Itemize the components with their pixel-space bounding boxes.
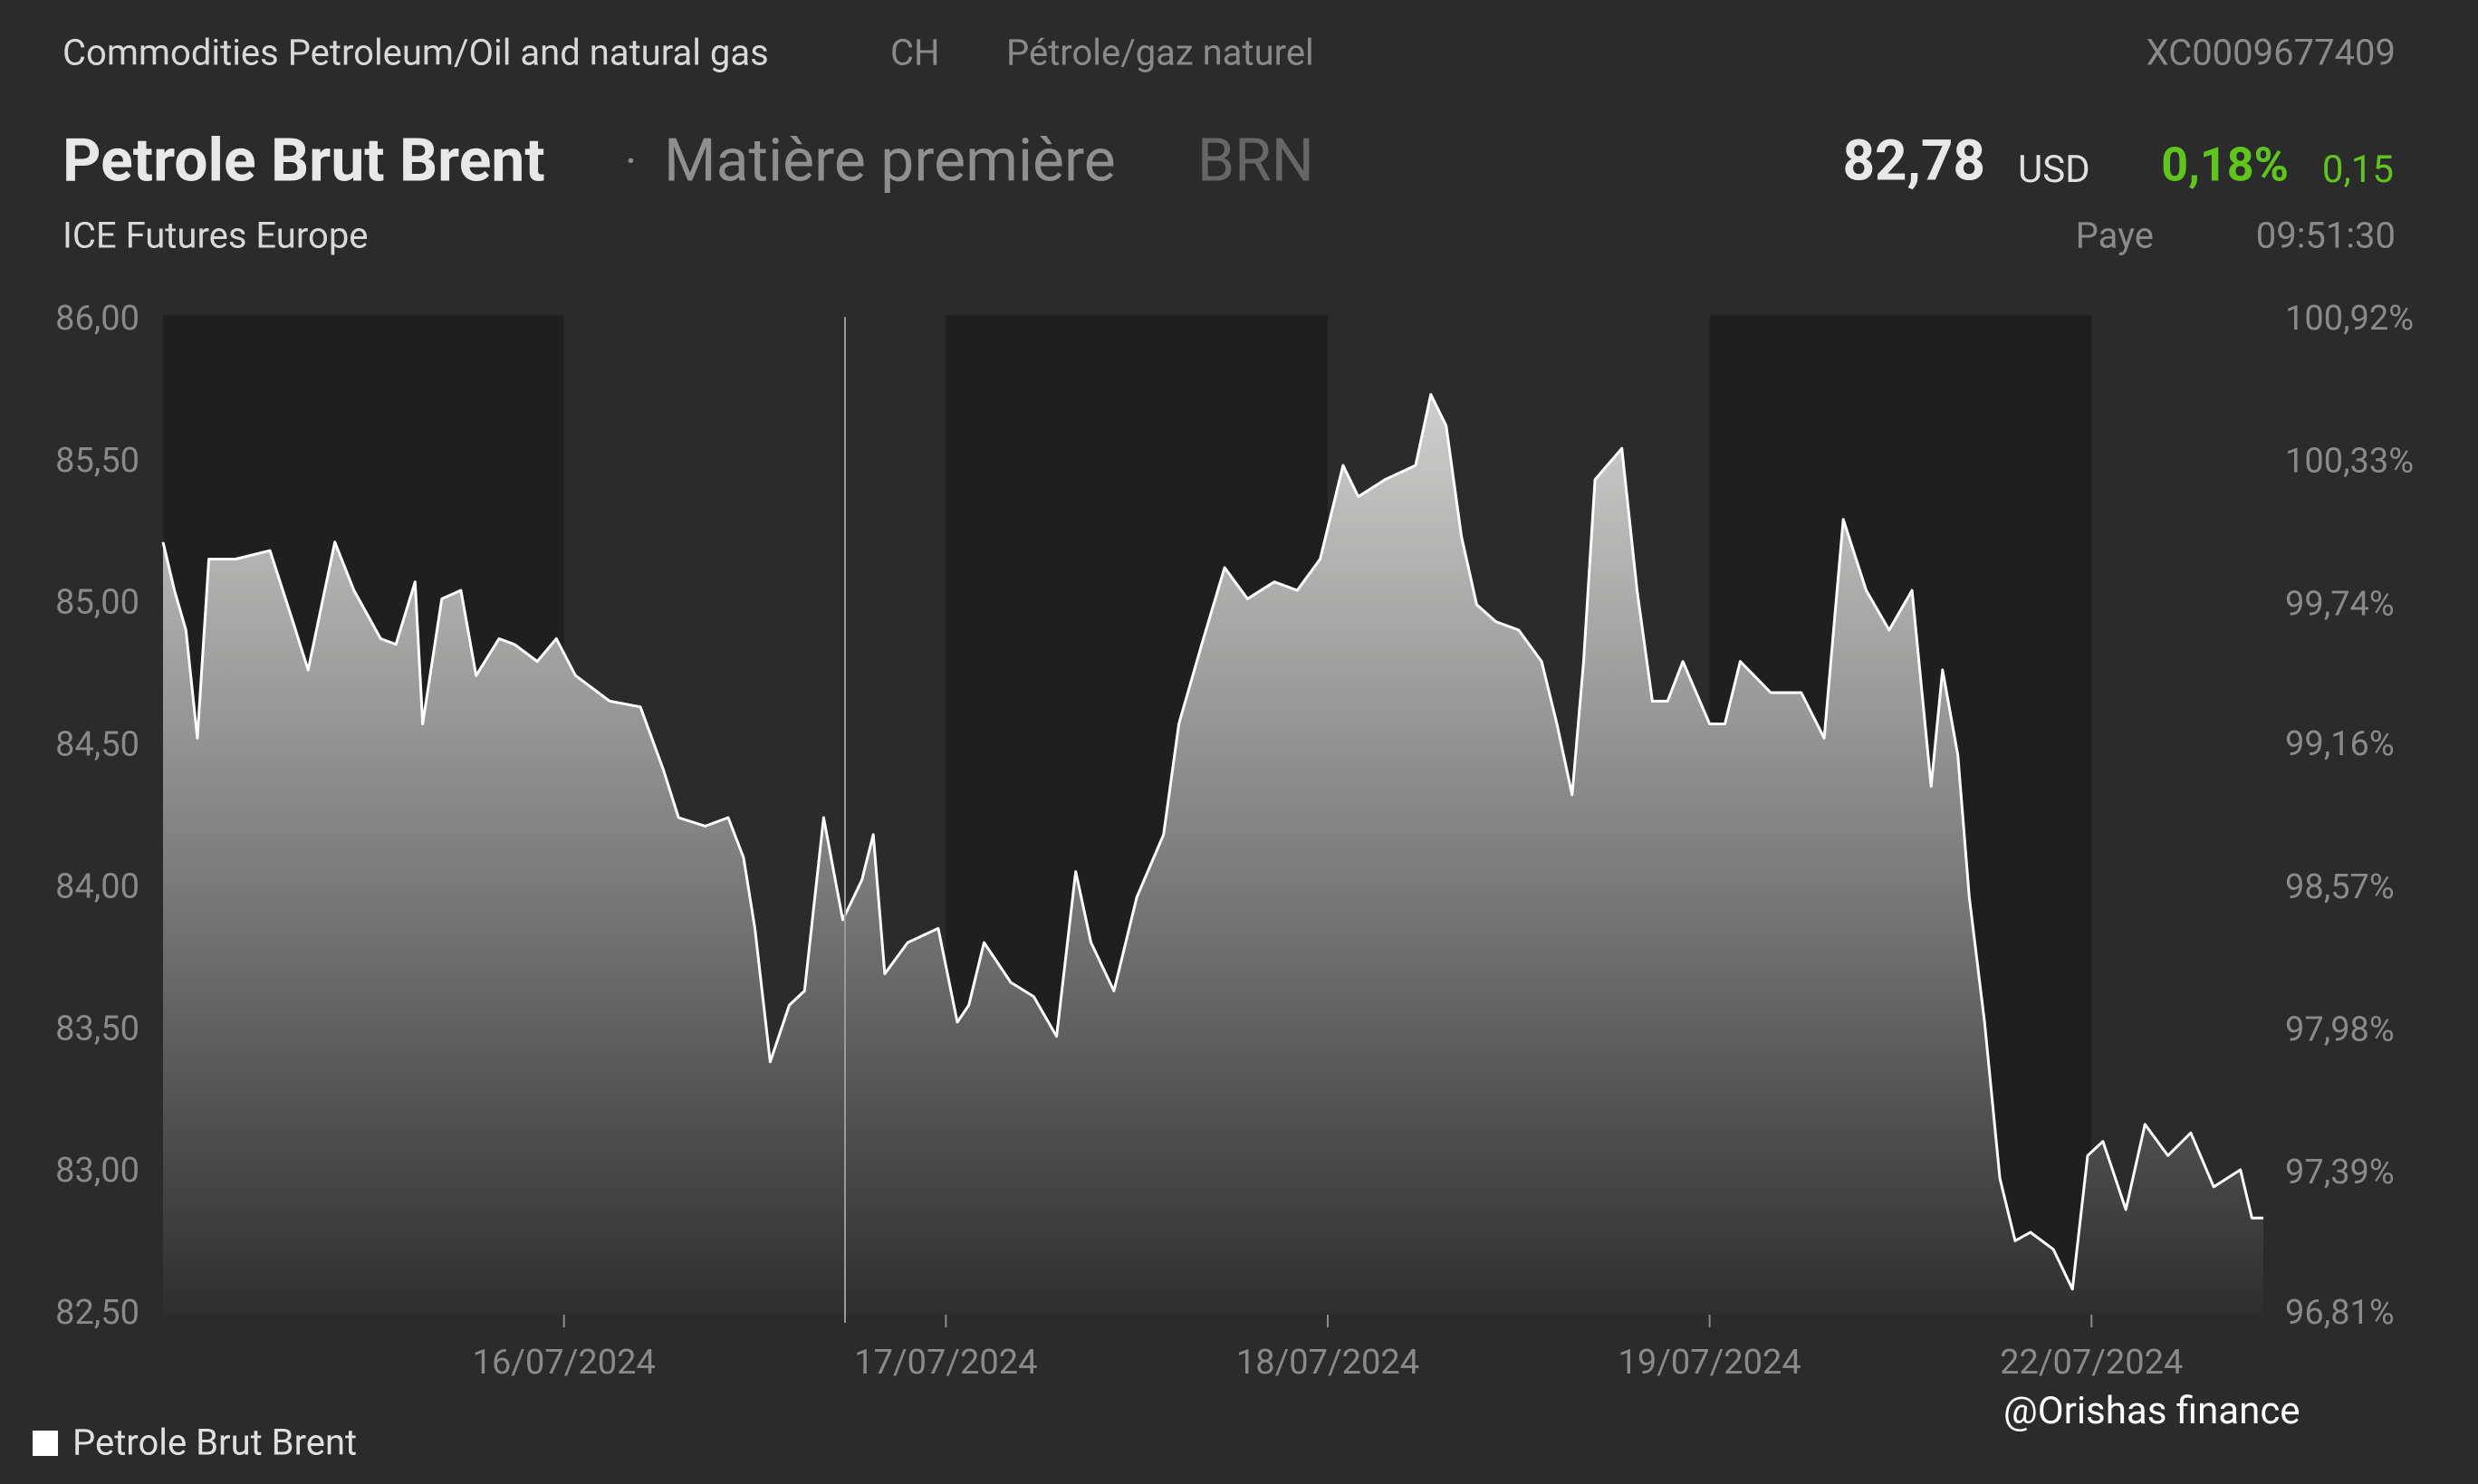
status: Paye xyxy=(2076,215,2154,257)
x-tick-label: 16/07/2024 xyxy=(473,1343,656,1383)
category: Commodities Petroleum/Oil and natural ga… xyxy=(62,32,769,74)
x-tick-label: 22/07/2024 xyxy=(2000,1343,2183,1383)
y2-tick-label: 99,16% xyxy=(2285,724,2395,764)
currency: USD xyxy=(2018,148,2090,192)
area-fill xyxy=(163,394,2263,1316)
price-line xyxy=(161,393,2263,1291)
legend-label: Petrole Brut Brent xyxy=(72,1422,357,1464)
y-tick-label: 82,50 xyxy=(55,1293,139,1333)
watermark: @Orishas finance xyxy=(2003,1389,2300,1433)
price: 82,78 xyxy=(1842,128,1985,194)
y-tick-label: 85,50 xyxy=(55,441,139,481)
subcategory: Pétrole/gaz naturel xyxy=(1006,32,1314,74)
legend-swatch xyxy=(33,1431,58,1456)
country: CH xyxy=(890,32,940,74)
instrument-name: Petrole Brut Brent xyxy=(62,126,545,196)
x-tick-label: 19/07/2024 xyxy=(1618,1343,1801,1383)
change-percent: 0,18% xyxy=(2161,138,2289,193)
exchange: ICE Futures Europe xyxy=(62,215,369,257)
x-tick-label: 17/07/2024 xyxy=(854,1343,1037,1383)
change: 0,15 xyxy=(2322,148,2394,192)
y-tick-label: 84,50 xyxy=(55,725,139,765)
y-tick-label: 85,00 xyxy=(55,583,139,623)
y2-tick-label: 97,39% xyxy=(2285,1153,2395,1192)
x-tick-label: 18/07/2024 xyxy=(1236,1343,1419,1383)
separator: · xyxy=(625,136,637,188)
y2-tick-label: 99,74% xyxy=(2285,584,2395,624)
isin: XC0009677409 xyxy=(2147,32,2396,74)
y2-tick-label: 96,81% xyxy=(2285,1293,2395,1333)
y-tick-label: 83,50 xyxy=(55,1009,139,1048)
y-tick-label: 84,00 xyxy=(55,866,139,906)
time: 09:51:30 xyxy=(2256,215,2396,257)
y-tick-label: 86,00 xyxy=(55,299,139,339)
symbol: BRN xyxy=(1197,126,1314,196)
y2-tick-label: 100,33% xyxy=(2285,442,2414,482)
y2-tick-label: 97,98% xyxy=(2285,1010,2395,1049)
y-tick-label: 83,00 xyxy=(55,1151,139,1191)
y2-tick-label: 98,57% xyxy=(2285,867,2395,907)
y2-tick-label: 100,92% xyxy=(2285,299,2414,339)
instrument-kind: Matière première xyxy=(664,126,1116,196)
